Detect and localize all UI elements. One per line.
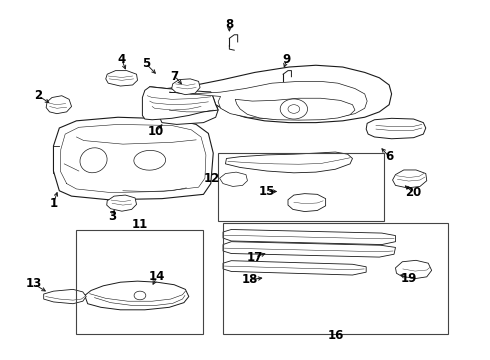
Text: 14: 14 bbox=[149, 270, 165, 283]
Polygon shape bbox=[85, 281, 189, 310]
Polygon shape bbox=[44, 289, 86, 304]
Ellipse shape bbox=[134, 150, 166, 170]
Text: 15: 15 bbox=[259, 185, 275, 198]
Text: 11: 11 bbox=[132, 218, 148, 231]
Text: 6: 6 bbox=[385, 150, 393, 163]
Polygon shape bbox=[150, 65, 392, 123]
Text: 16: 16 bbox=[327, 329, 343, 342]
Polygon shape bbox=[220, 172, 247, 186]
Bar bbox=[218, 153, 384, 221]
Polygon shape bbox=[235, 98, 355, 120]
Text: 12: 12 bbox=[204, 172, 220, 185]
Text: 1: 1 bbox=[49, 197, 57, 210]
Polygon shape bbox=[157, 98, 218, 125]
Polygon shape bbox=[53, 117, 213, 200]
Text: 4: 4 bbox=[118, 53, 126, 66]
Polygon shape bbox=[366, 118, 426, 139]
Polygon shape bbox=[223, 242, 395, 257]
Text: 3: 3 bbox=[108, 210, 116, 223]
Bar bbox=[223, 223, 448, 334]
Text: 13: 13 bbox=[26, 278, 42, 291]
Text: 5: 5 bbox=[142, 57, 150, 70]
Circle shape bbox=[134, 291, 146, 300]
Ellipse shape bbox=[80, 148, 107, 173]
Bar bbox=[76, 230, 203, 334]
Text: 19: 19 bbox=[400, 272, 417, 285]
Polygon shape bbox=[225, 152, 352, 173]
Circle shape bbox=[280, 99, 308, 119]
Polygon shape bbox=[223, 229, 395, 244]
Text: 7: 7 bbox=[171, 69, 179, 82]
Text: 9: 9 bbox=[282, 53, 291, 66]
Text: 20: 20 bbox=[405, 186, 422, 199]
Circle shape bbox=[288, 105, 300, 113]
Polygon shape bbox=[392, 170, 427, 188]
Polygon shape bbox=[395, 260, 432, 279]
Polygon shape bbox=[223, 261, 366, 275]
Polygon shape bbox=[169, 81, 367, 120]
Text: 2: 2 bbox=[34, 89, 42, 102]
Polygon shape bbox=[46, 96, 72, 114]
Polygon shape bbox=[106, 71, 138, 86]
Polygon shape bbox=[172, 79, 200, 95]
Text: 18: 18 bbox=[242, 273, 258, 286]
Text: 17: 17 bbox=[246, 251, 263, 264]
Polygon shape bbox=[107, 195, 137, 211]
Text: 10: 10 bbox=[148, 125, 164, 138]
Text: 8: 8 bbox=[225, 18, 234, 31]
Polygon shape bbox=[143, 87, 218, 120]
Polygon shape bbox=[288, 194, 326, 212]
